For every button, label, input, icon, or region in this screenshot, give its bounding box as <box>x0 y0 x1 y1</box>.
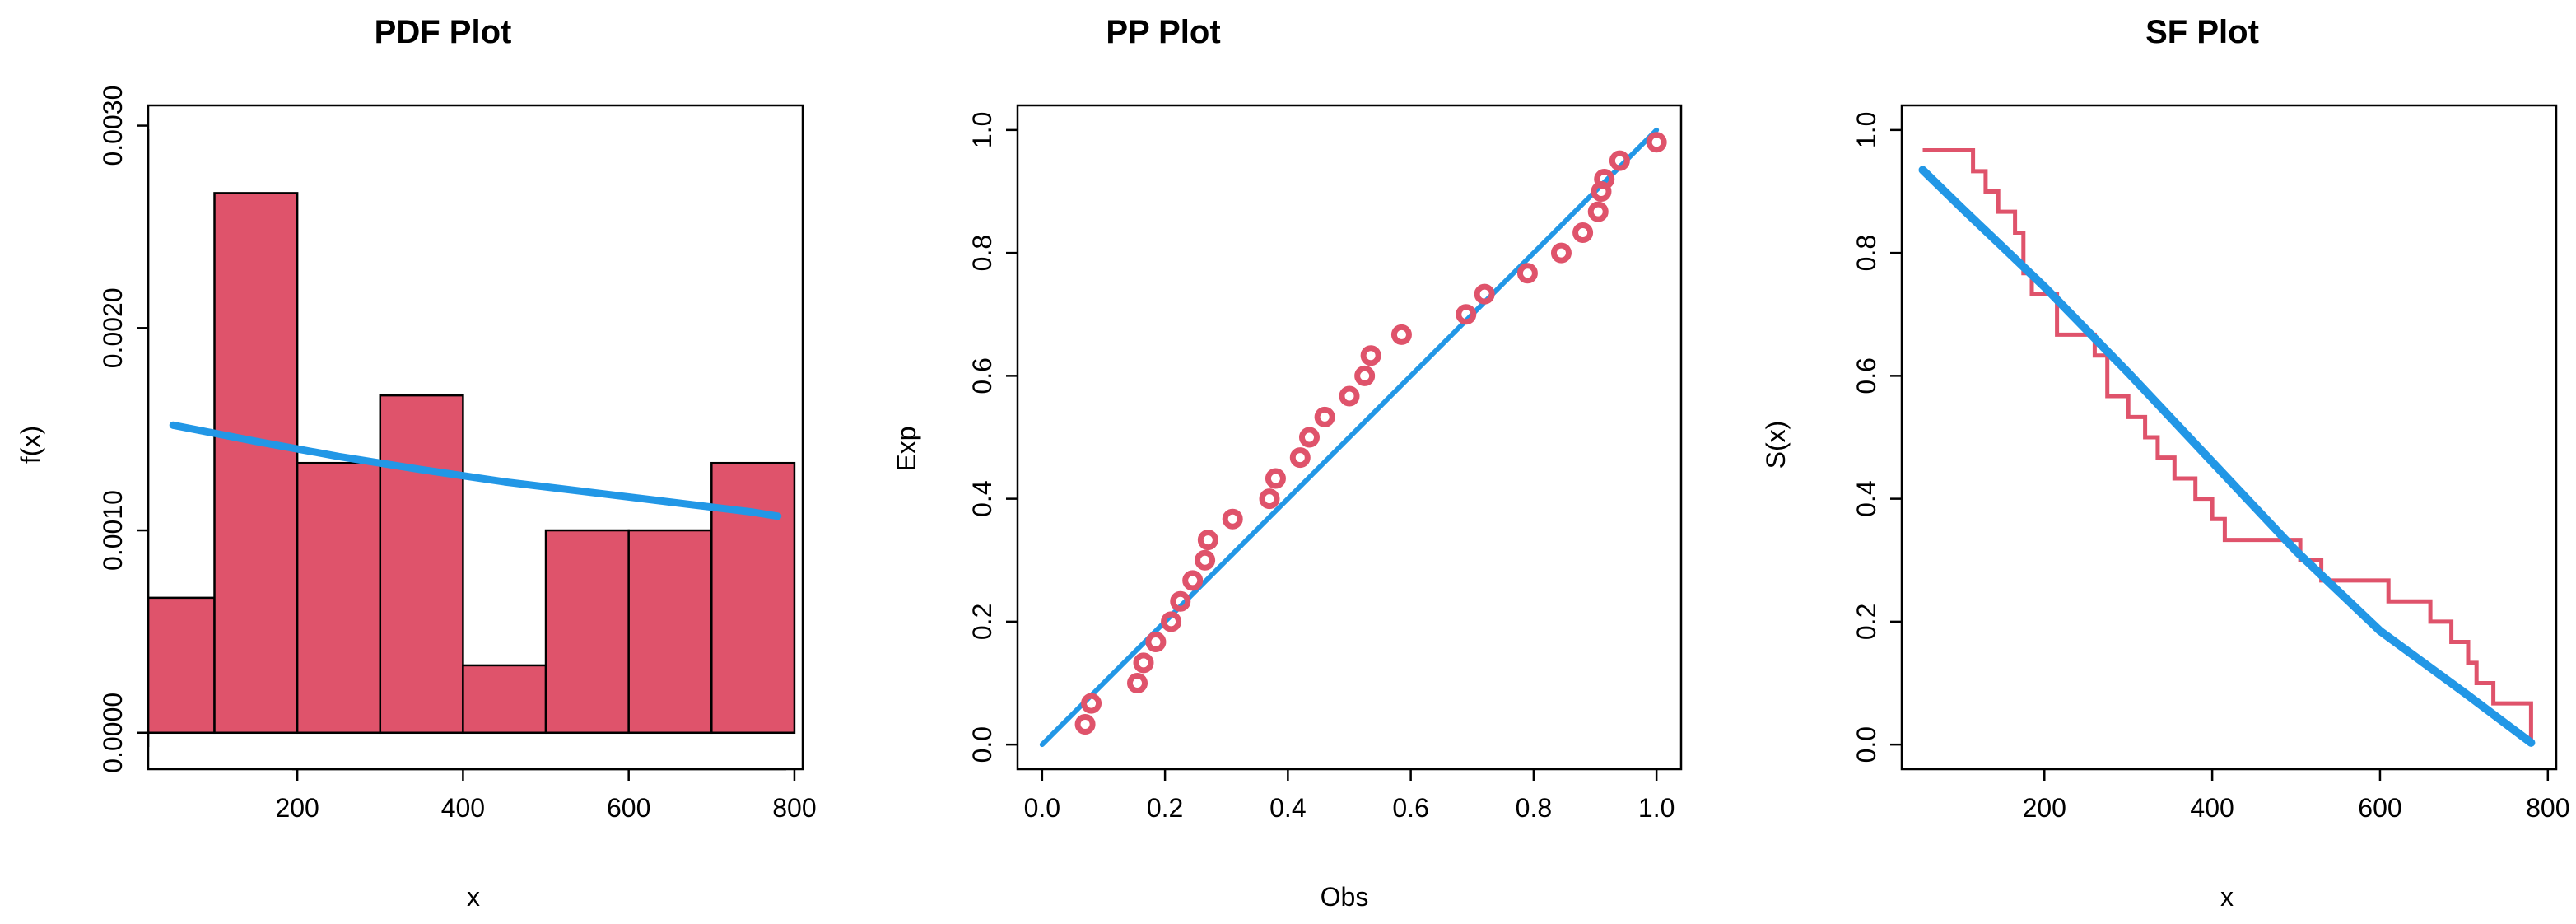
pp-point <box>1609 150 1630 171</box>
pp-y-tick-label: 1.0 <box>967 112 997 148</box>
pp-y-label: Exp <box>892 426 921 471</box>
pp-point <box>1161 611 1182 632</box>
pp-point <box>1195 549 1216 571</box>
pp-point <box>1222 508 1243 530</box>
pp-point <box>1314 406 1335 427</box>
pp-point <box>1516 263 1538 284</box>
sf-plot-frame <box>1900 104 2558 771</box>
pp-x-tick-label: 0.2 <box>1147 793 1183 823</box>
pp-y-tick-label: 0.2 <box>967 604 997 640</box>
sf-x-label: x <box>2220 882 2234 912</box>
pp-y-tick-label: 0.8 <box>967 235 997 271</box>
pp-plot-frame <box>1016 104 1683 771</box>
sf-y-tick-label: 0.0 <box>1852 726 1881 763</box>
sf-x-tick-label: 800 <box>2526 793 2569 823</box>
pdf-x-label: x <box>467 882 480 912</box>
sf-x-tick-label: 200 <box>2023 793 2066 823</box>
sf-plot-panel: SF Plot 200 400 600 800 0.00.20.40.60.81.0 … <box>1761 14 2570 912</box>
pdf-y-tick-label: 0.0000 <box>98 693 128 773</box>
sf-plot-title: SF Plot <box>2145 14 2259 50</box>
pp-reference-line <box>1039 127 1660 748</box>
pp-point <box>1339 385 1360 407</box>
histogram-bar <box>379 394 464 735</box>
histogram-bar <box>544 529 630 735</box>
pp-x-tick-label: 0.6 <box>1392 793 1428 823</box>
pp-point <box>1133 652 1154 674</box>
pdf-x-tick-label: 400 <box>441 793 485 823</box>
pp-point <box>1182 570 1204 591</box>
pdf-y-tick-label: 0.0020 <box>98 287 128 368</box>
pdf-x-tick-label: 800 <box>772 793 816 823</box>
pdf-y-tick-label: 0.0010 <box>98 490 128 571</box>
pp-x-ticks: 0.0 0.2 0.4 0.6 0.8 1.0 <box>1024 769 1675 823</box>
pp-point <box>1197 530 1218 551</box>
histogram-bar <box>296 461 382 735</box>
pdf-x-tick-label: 600 <box>607 793 650 823</box>
sf-y-label: S(x) <box>1761 421 1791 469</box>
histogram-bar <box>710 461 796 735</box>
pdf-plot-title: PDF Plot <box>375 14 512 50</box>
sf-y-tick-label: 0.6 <box>1852 357 1881 394</box>
pp-y-ticks: 0.0 0.2 0.4 0.6 0.8 1.0 <box>967 112 1018 763</box>
sf-y-tick-label: 1.0 <box>1852 112 1881 148</box>
pp-point <box>1354 365 1376 386</box>
pp-point <box>1594 169 1615 190</box>
pp-x-tick-label: 0.8 <box>1516 793 1552 823</box>
pp-x-tick-label: 0.4 <box>1269 793 1306 823</box>
pp-point <box>1572 222 1594 243</box>
histogram-bar <box>147 596 216 735</box>
pp-y-tick-label: 0.0 <box>967 726 997 763</box>
pdf-y-ticks: 0.0000 0.0010 0.0020 0.0030 <box>98 86 148 773</box>
sf-y-tick-label: 0.8 <box>1852 235 1881 271</box>
sf-x-tick-label: 600 <box>2358 793 2401 823</box>
pp-point <box>1259 488 1280 510</box>
pp-plot-title: PP Plot <box>1106 14 1220 50</box>
pp-plot-panel: PP Plot 0.0 0.2 0.4 0.6 0.8 1.0 0.00.20.40.60… <box>892 14 1683 912</box>
pp-point <box>1074 714 1096 735</box>
pp-points <box>1074 132 1667 735</box>
sf-y-tick-label: 0.2 <box>1852 604 1881 640</box>
pp-point <box>1170 590 1191 612</box>
sf-fit-curve <box>1918 166 2536 747</box>
pp-x-tick-label: 1.0 <box>1638 793 1675 823</box>
pp-point <box>1265 468 1286 489</box>
pp-point <box>1289 447 1311 469</box>
pp-point <box>1587 201 1609 222</box>
pp-point <box>1550 242 1572 264</box>
sf-x-tick-label: 400 <box>2190 793 2234 823</box>
pp-point <box>1390 324 1412 345</box>
pp-x-label: Obs <box>1321 882 1369 912</box>
sf-y-tick-label: 0.4 <box>1852 480 1881 516</box>
pdf-histogram-bars <box>147 192 796 735</box>
histogram-bar <box>213 192 299 735</box>
pdf-y-tick-label: 0.0030 <box>98 86 128 166</box>
pdf-fit-curve <box>169 421 782 520</box>
pdf-plot-panel: PDF Plot 200 400 600 800 0.0000 0.0010 0.0020… <box>16 14 817 912</box>
pp-point <box>1360 345 1381 366</box>
pdf-x-ticks: 200 400 600 800 <box>275 769 817 823</box>
histogram-bar <box>627 529 713 735</box>
pdf-y-label: f(x) <box>16 426 45 464</box>
pp-point <box>1456 304 1477 325</box>
pdf-x-tick-label: 200 <box>275 793 319 823</box>
pp-y-tick-label: 0.4 <box>967 480 997 516</box>
histogram-bar <box>462 664 547 735</box>
pp-point <box>1298 427 1320 448</box>
pp-point <box>1474 283 1495 305</box>
pp-point <box>1127 673 1148 694</box>
pp-point <box>1081 693 1102 714</box>
sf-y-ticks: 0.0 0.2 0.4 0.6 0.8 1.0 <box>1852 112 1902 763</box>
pp-point <box>1646 132 1667 153</box>
pp-point <box>1145 632 1167 653</box>
pp-x-tick-label: 0.0 <box>1024 793 1060 823</box>
sf-x-ticks: 200 400 600 800 <box>2023 769 2570 823</box>
pp-y-tick-label: 0.6 <box>967 357 997 394</box>
sf-empirical-step <box>1922 148 2533 745</box>
